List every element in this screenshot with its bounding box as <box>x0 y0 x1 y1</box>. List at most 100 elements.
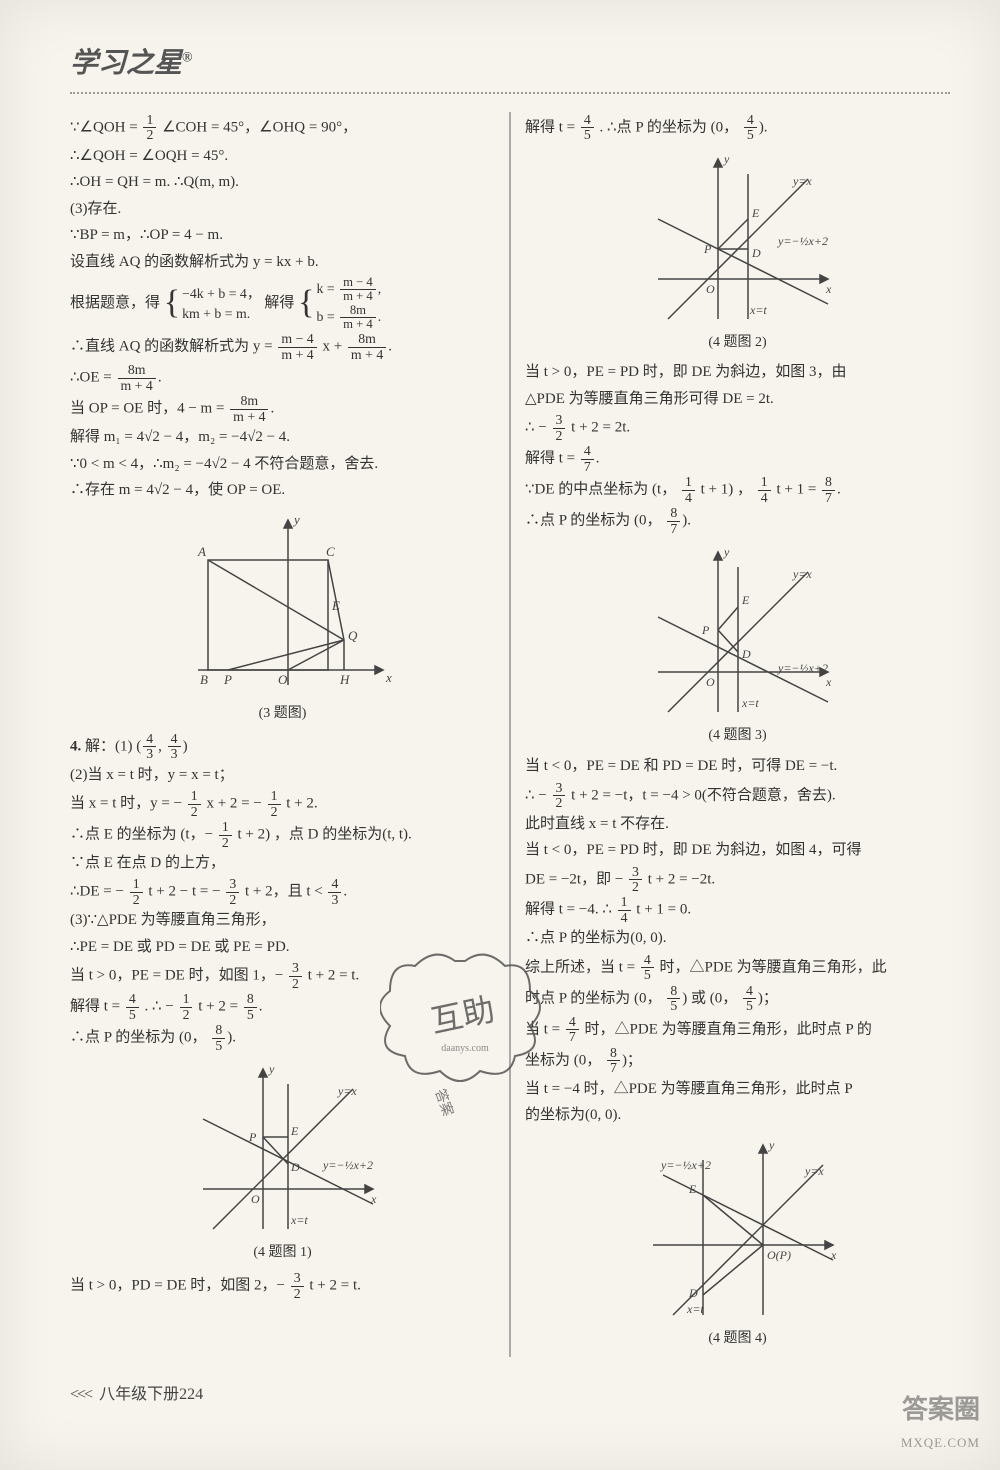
svg-text:x=t: x=t <box>290 1213 308 1227</box>
text-line: DE = −2t，即 − 32 t + 2 = −2t. <box>525 865 950 895</box>
left-column: ∵∠QOH = 12 ∠COH = 45°，∠OHQ = 90°， ∴∠QOH … <box>70 112 495 1357</box>
svg-text:y=−½x+2: y=−½x+2 <box>322 1158 373 1172</box>
text-line: 坐标为 (0， 87)； <box>525 1046 950 1076</box>
text-line: 此时直线 x = t 不存在. <box>525 812 950 838</box>
column-divider <box>509 112 511 1357</box>
footer-marker: <<< <box>70 1386 91 1403</box>
text-line: △PDE 为等腰直角三角形可得 DE = 2t. <box>525 387 950 413</box>
svg-text:D: D <box>290 1160 300 1174</box>
text-line: ∵0 < m < 4，∴m₂ = −4√2 − 4 不符合题意，舍去. <box>70 452 495 478</box>
svg-text:x: x <box>370 1192 377 1206</box>
figure-caption: (4 题图 2) <box>525 331 950 355</box>
svg-text:y=x: y=x <box>337 1084 357 1098</box>
figure-caption: (3 题图) <box>70 702 495 726</box>
svg-text:y: y <box>723 545 730 559</box>
svg-text:E: E <box>741 593 750 607</box>
text-line: (2)当 x = t 时，y = x = t； <box>70 763 495 789</box>
text-line: ∴点 P 的坐标为 (0， 87). <box>525 506 950 536</box>
text-line: 当 x = t 时，y = − 12 x + 2 = − 12 t + 2. <box>70 789 495 819</box>
svg-text:D: D <box>688 1286 698 1300</box>
text-line: ∵∠QOH = 12 ∠COH = 45°，∠OHQ = 90°， <box>70 113 495 143</box>
text-line: 解得 t = 45 . ∴点 P 的坐标为 (0， 45). <box>525 113 950 143</box>
header-divider <box>70 92 950 94</box>
right-column: 解得 t = 45 . ∴点 P 的坐标为 (0， 45). <box>525 112 950 1357</box>
svg-text:y: y <box>268 1062 275 1076</box>
svg-text:C: C <box>326 544 335 559</box>
svg-text:O: O <box>278 672 288 687</box>
text-line: ∵点 E 在点 D 的上方， <box>70 851 495 877</box>
figure-4-1: y x y=x y=−½x+2 x=t P E D O <box>183 1059 383 1239</box>
text-line: (3)存在. <box>70 197 495 223</box>
svg-text:y=−½x+2: y=−½x+2 <box>777 661 828 675</box>
figure-4-4: y x y=x y=−½x+2 x=t E D O(P) <box>633 1135 843 1325</box>
text-line: ∵DE 的中点坐标为 (t， 14 t + 1) ， 14 t + 1 = 87… <box>525 475 950 505</box>
svg-text:y=−½x+2: y=−½x+2 <box>777 234 828 248</box>
svg-text:O: O <box>251 1192 260 1206</box>
text-line: 时点 P 的坐标为 (0， 85) 或 (0， 45)； <box>525 984 950 1014</box>
figure-4-2: y x y=x y=−½x+2 x=t P E D O <box>638 149 838 329</box>
text-line: ∴ − 32 t + 2 = −t，t = −4 > 0(不符合题意，舍去). <box>525 781 950 811</box>
svg-text:B: B <box>200 672 208 687</box>
svg-text:D: D <box>741 647 751 661</box>
svg-text:x=t: x=t <box>741 696 759 710</box>
text-line: ∴∠QOH = ∠OQH = 45°. <box>70 144 495 170</box>
svg-text:x=t: x=t <box>686 1302 704 1316</box>
text-line: 当 t < 0，PE = DE 和 PD = DE 时，可得 DE = −t. <box>525 754 950 780</box>
watermark-url: MXQE.COM <box>901 1432 980 1454</box>
svg-text:P: P <box>701 623 710 637</box>
figure-3: y x A C B P O H E Q <box>168 510 398 700</box>
svg-text:D: D <box>751 246 761 260</box>
svg-text:E: E <box>751 206 760 220</box>
svg-text:P: P <box>223 672 232 687</box>
watermark: 答案圈 MXQE.COM <box>901 1388 980 1454</box>
text-line: ∴OE = 8mm + 4. <box>70 363 495 393</box>
text-line: ∴点 P 的坐标为(0, 0). <box>525 926 950 952</box>
svg-text:y: y <box>723 152 730 166</box>
svg-text:O(P): O(P) <box>767 1248 791 1262</box>
figure-caption: (4 题图 3) <box>525 724 950 748</box>
watermark-title: 答案圈 <box>901 1388 980 1432</box>
text-line: 当 t > 0，PE = PD 时，即 DE 为斜边，如图 3，由 <box>525 360 950 386</box>
text-line: (3)∵△PDE 为等腰直角三角形， <box>70 908 495 934</box>
svg-text:E: E <box>688 1182 697 1196</box>
svg-text:x: x <box>830 1248 837 1262</box>
text-line: ∴DE = − 12 t + 2 − t = − 32 t + 2，且 t < … <box>70 877 495 907</box>
svg-text:O: O <box>706 282 715 296</box>
page: 学习之星® ∵∠QOH = 12 ∠COH = 45°，∠OHQ = 90°， … <box>0 0 1000 1470</box>
fraction: 12 <box>143 113 156 143</box>
text-line: 综上所述，当 t = 45 时，△PDE 为等腰直角三角形，此 <box>525 953 950 983</box>
figure-4-3: y x y=x y=−½x+2 x=t P E D O <box>638 542 838 722</box>
text-line: 解得 m₁ = 4√2 − 4，m₂ = −4√2 − 4. <box>70 425 495 451</box>
svg-text:x: x <box>825 675 832 689</box>
text-line: 解得 t = −4. ∴ 14 t + 1 = 0. <box>525 895 950 925</box>
svg-text:y=−½x+2: y=−½x+2 <box>660 1158 711 1172</box>
text-line: 当 t > 0，PD = DE 时，如图 2，− 32 t + 2 = t. <box>70 1271 495 1301</box>
svg-text:y: y <box>292 512 300 527</box>
text-line: 当 t < 0，PE = PD 时，即 DE 为斜边，如图 4，可得 <box>525 838 950 864</box>
svg-text:x: x <box>385 670 392 685</box>
text-line: 根据题意，得 { −4k + b = 4， km + b = m. 解得 { k… <box>70 276 495 331</box>
columns: ∵∠QOH = 12 ∠COH = 45°，∠OHQ = 90°， ∴∠QOH … <box>70 112 950 1357</box>
svg-text:Q: Q <box>348 628 358 643</box>
text-line: 设直线 AQ 的函数解析式为 y = kx + b. <box>70 250 495 276</box>
text-line: ∴点 P 的坐标为 (0， 85). <box>70 1023 495 1053</box>
brand-title: 学习之星® <box>70 40 950 88</box>
text-line: 当 t > 0，PE = DE 时，如图 1，− 32 t + 2 = t. <box>70 961 495 991</box>
figure-caption: (4 题图 1) <box>70 1241 495 1265</box>
svg-text:A: A <box>197 544 206 559</box>
svg-text:x: x <box>825 282 832 296</box>
brand-sup: ® <box>182 51 192 66</box>
text-line: 的坐标为(0, 0). <box>525 1103 950 1129</box>
text-line: ∴ − 32 t + 2 = 2t. <box>525 413 950 443</box>
brace-system: { k = m − 4m + 4, b = 8mm + 4. <box>298 276 381 331</box>
figure-caption: (4 题图 4) <box>525 1327 950 1351</box>
svg-text:P: P <box>248 1130 257 1144</box>
brand-text: 学习之星 <box>70 48 182 79</box>
svg-text:y: y <box>768 1138 775 1152</box>
svg-text:H: H <box>339 672 350 687</box>
text-line: ∴直线 AQ 的函数解析式为 y = m − 4m + 4 x + 8mm + … <box>70 332 495 362</box>
text-line: ∴点 E 的坐标为 (t，− 12 t + 2) ，点 D 的坐标为(t, t)… <box>70 820 495 850</box>
text-line: ∴OH = QH = m. ∴Q(m, m). <box>70 170 495 196</box>
text-line: 解得 t = 45 . ∴ − 12 t + 2 = 85. <box>70 992 495 1022</box>
text-line: 当 t = 47 时，△PDE 为等腰直角三角形，此时点 P 的 <box>525 1015 950 1045</box>
